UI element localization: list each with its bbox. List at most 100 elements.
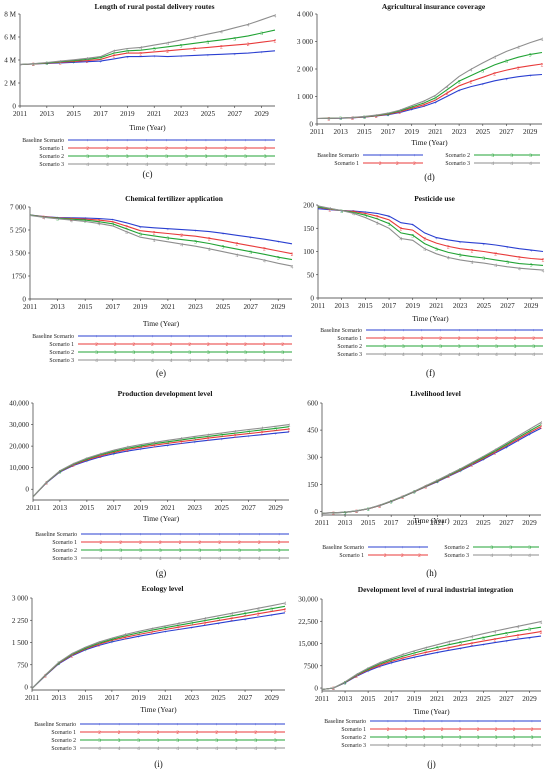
legend-marker: 4 [514, 352, 517, 358]
series-point-marker: 3 [72, 59, 75, 65]
y-tick-label: 150 [303, 225, 314, 233]
legend-marker: 3 [439, 344, 442, 350]
x-tick-label: 2027 [243, 303, 258, 311]
legend-marker: 2 [179, 540, 182, 546]
legend-marker: + [244, 138, 247, 144]
legend-marker: 3 [207, 350, 210, 356]
series-point-marker: + [166, 227, 169, 233]
series-point-marker: + [260, 50, 263, 56]
x-tick-label: 2015 [78, 694, 93, 702]
series-line [316, 38, 543, 120]
x-tick-label: 2029 [522, 695, 537, 703]
x-tick-label: 2019 [131, 694, 146, 702]
legend-entry-label: Baseline Scenario [22, 138, 64, 144]
legend-marker: 3 [151, 350, 154, 356]
x-tick-label: 2013 [40, 110, 55, 118]
series-point-marker: 2 [193, 47, 196, 53]
x-tick-label: 2011 [315, 695, 330, 703]
legend-entry-label: Scenario 3 [39, 162, 64, 168]
series-point-marker: 4 [540, 421, 543, 427]
legend-marker: 2 [254, 730, 257, 736]
series-point-marker: 3 [137, 631, 140, 637]
series-point-marker: 2 [378, 663, 381, 669]
series-point-marker: 2 [351, 116, 354, 122]
legend-entry-label: Scenario 3 [445, 161, 470, 167]
x-tick-label: 2021 [430, 519, 445, 527]
legend-marker: 3 [405, 735, 408, 741]
series-point-marker: + [164, 630, 167, 636]
series-point-marker: + [85, 459, 88, 465]
legend-marker: + [95, 334, 98, 340]
legend-marker: 4 [207, 358, 210, 364]
legend-marker: + [264, 138, 267, 144]
series-point-marker: 2 [328, 207, 331, 213]
legend-marker: + [106, 138, 109, 144]
legend-marker: 4 [133, 358, 136, 364]
series-line [32, 424, 290, 498]
x-tick-label: 2025 [476, 519, 491, 527]
x-tick-label: 2017 [107, 504, 122, 512]
legend-marker: + [151, 334, 154, 340]
legend-marker: 4 [254, 746, 257, 752]
chart-d: Agricultural insurance coverage 0 1 000 2 0… [297, 2, 544, 182]
legend-marker: + [235, 722, 238, 728]
legend-marker: 2 [458, 336, 461, 342]
legend-entry-label: Scenario 1 [49, 342, 74, 348]
legend-marker: 3 [258, 548, 261, 554]
series-point-marker: 4 [447, 473, 450, 479]
series-line [321, 426, 542, 514]
series-point-marker: + [139, 447, 142, 453]
x-tick-label: 2029 [254, 110, 269, 118]
legend-marker: 4 [215, 746, 218, 752]
legend-marker: 2 [218, 540, 221, 546]
legend-marker: + [218, 532, 221, 538]
x-tick-label: 2019 [407, 519, 422, 527]
series-line [321, 621, 542, 691]
legend-marker: + [476, 328, 479, 334]
series-point-marker: 2 [166, 49, 169, 55]
chart-title: Chemical fertilizer application [125, 194, 224, 203]
series-point-marker: 3 [505, 443, 508, 449]
legend-marker: + [118, 722, 121, 728]
series-point-marker: 2 [400, 226, 403, 232]
series-point-marker: 3 [167, 236, 170, 242]
series-line [19, 29, 276, 66]
x-tick-label: 2013 [338, 695, 353, 703]
legend-marker: 4 [114, 358, 117, 364]
x-tick-label: 2023 [452, 128, 467, 136]
series-point-marker: 4 [230, 611, 233, 617]
legend-marker: + [439, 328, 442, 334]
series-point-marker: 3 [111, 637, 114, 643]
series-point-marker: 3 [344, 510, 347, 516]
legend-marker: 4 [196, 746, 199, 752]
series-point-marker: 3 [506, 260, 509, 266]
legend-marker: 4 [405, 743, 408, 749]
legend-marker: 4 [224, 162, 227, 168]
series-point-marker: 3 [59, 469, 62, 475]
x-axis-label: Time (Year) [143, 514, 180, 523]
legend-entry-label: Scenario 2 [445, 153, 470, 159]
legend-marker: 3 [215, 738, 218, 744]
legend-marker: 4 [383, 352, 386, 358]
series-line [321, 635, 542, 691]
series-point-marker: 4 [124, 633, 127, 639]
legend-marker: 2 [176, 730, 179, 736]
series-point-marker: 3 [217, 616, 220, 622]
series-point-marker: 3 [413, 651, 416, 657]
series-point-marker: 3 [112, 449, 115, 455]
legend-entry-label: Scenario 3 [341, 743, 366, 749]
series-point-marker: 4 [59, 59, 62, 65]
series-point-marker: 2 [263, 246, 266, 252]
series-point-marker: 3 [529, 53, 532, 59]
series-point-marker: 2 [494, 450, 497, 456]
series-point-marker: 4 [86, 56, 89, 62]
legend-marker: 3 [492, 153, 495, 159]
series-point-marker: 2 [471, 248, 474, 254]
series-point-marker: 4 [424, 484, 427, 490]
series-point-marker: 2 [540, 630, 543, 636]
legend-entry-label: Baseline Scenario [317, 153, 359, 159]
x-tick-label: 2015 [361, 695, 376, 703]
legend-marker: + [145, 138, 148, 144]
legend-marker: 4 [458, 352, 461, 358]
legend-marker: 3 [477, 735, 480, 741]
